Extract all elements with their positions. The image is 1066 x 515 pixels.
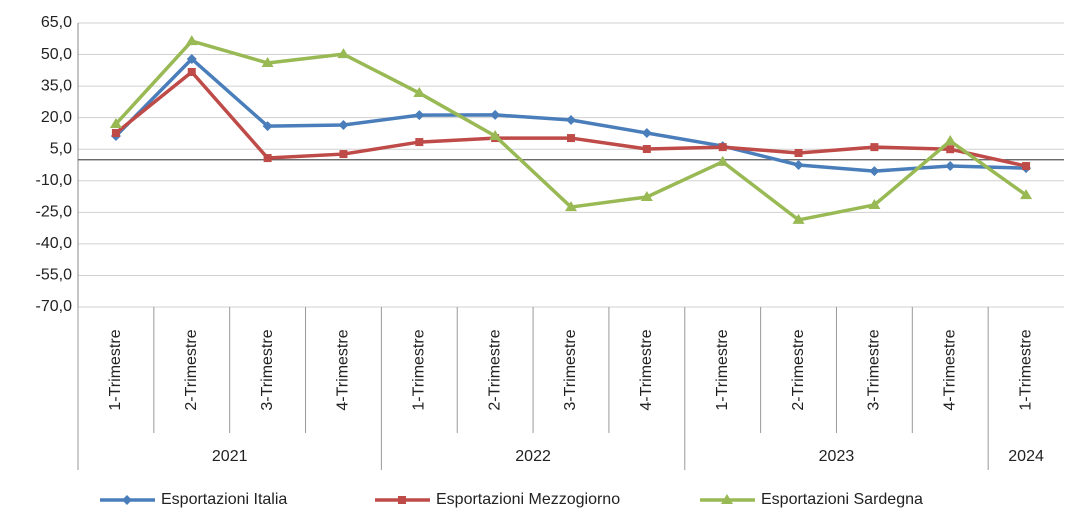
marker xyxy=(1020,189,1033,200)
marker xyxy=(262,121,273,132)
marker xyxy=(398,496,406,504)
marker xyxy=(565,201,577,212)
x-tick-label: 2-Trimestre xyxy=(183,329,200,410)
marker xyxy=(868,198,881,209)
y-tick-label: 65,0 xyxy=(41,14,72,31)
marker xyxy=(721,494,733,504)
marker xyxy=(641,128,652,139)
marker xyxy=(185,35,198,46)
y-tick-label: -40,0 xyxy=(36,235,73,252)
y-tick-label: -55,0 xyxy=(36,267,73,284)
y-tick-label: -25,0 xyxy=(36,204,73,221)
y-tick-label: 35,0 xyxy=(41,77,72,94)
x-tick-label: 4-Trimestre xyxy=(335,329,352,410)
marker xyxy=(415,138,424,147)
y-tick-label: 50,0 xyxy=(41,46,72,63)
marker xyxy=(716,155,729,166)
marker xyxy=(870,143,879,152)
marker xyxy=(946,145,955,154)
marker xyxy=(109,117,122,128)
group-label: 2023 xyxy=(819,448,855,465)
series-line xyxy=(114,39,1028,222)
marker xyxy=(122,495,132,505)
marker xyxy=(566,114,576,125)
marker xyxy=(640,190,653,201)
marker xyxy=(794,149,803,158)
marker xyxy=(187,68,196,77)
x-tick-label: 1-Trimestre xyxy=(411,329,428,410)
marker xyxy=(339,150,348,159)
y-tick-label: 20,0 xyxy=(41,109,72,126)
legend-label: Esportazioni Italia xyxy=(161,491,287,508)
marker xyxy=(413,87,426,98)
marker xyxy=(490,109,501,120)
x-tick-label: 1-Trimestre xyxy=(1017,329,1034,410)
x-tick-label: 4-Trimestre xyxy=(638,329,655,410)
x-tick-label: 2-Trimestre xyxy=(486,329,503,410)
marker xyxy=(1022,162,1031,171)
x-tick-label: 3-Trimestre xyxy=(259,329,276,410)
marker xyxy=(718,143,727,152)
marker xyxy=(792,213,805,224)
y-tick-label: 5,0 xyxy=(50,140,72,157)
marker xyxy=(414,110,425,121)
marker xyxy=(337,48,350,59)
marker xyxy=(338,120,349,131)
legend-label: Esportazioni Mezzogiorno xyxy=(436,491,620,508)
x-tick-label: 3-Trimestre xyxy=(562,329,579,410)
x-tick-label: 3-Trimestre xyxy=(866,329,883,410)
marker xyxy=(567,134,575,143)
x-tick-label: 2-Trimestre xyxy=(790,329,807,410)
x-tick-label: 1-Trimestre xyxy=(714,329,731,410)
marker xyxy=(642,145,651,154)
y-tick-label: -10,0 xyxy=(36,172,73,189)
marker xyxy=(793,160,804,170)
marker xyxy=(186,53,197,64)
group-label: 2024 xyxy=(1008,448,1044,465)
y-tick-label: -70,0 xyxy=(36,298,73,315)
marker xyxy=(261,56,274,67)
marker xyxy=(869,166,880,177)
group-label: 2021 xyxy=(212,448,248,465)
group-label: 2022 xyxy=(515,448,551,465)
marker xyxy=(111,129,120,138)
marker xyxy=(944,135,957,146)
x-tick-label: 4-Trimestre xyxy=(941,329,958,410)
legend-label: Esportazioni Sardegna xyxy=(761,491,923,508)
marker xyxy=(263,154,272,163)
x-tick-label: 1-Trimestre xyxy=(107,329,124,410)
marker xyxy=(945,161,956,172)
marker xyxy=(489,129,502,140)
